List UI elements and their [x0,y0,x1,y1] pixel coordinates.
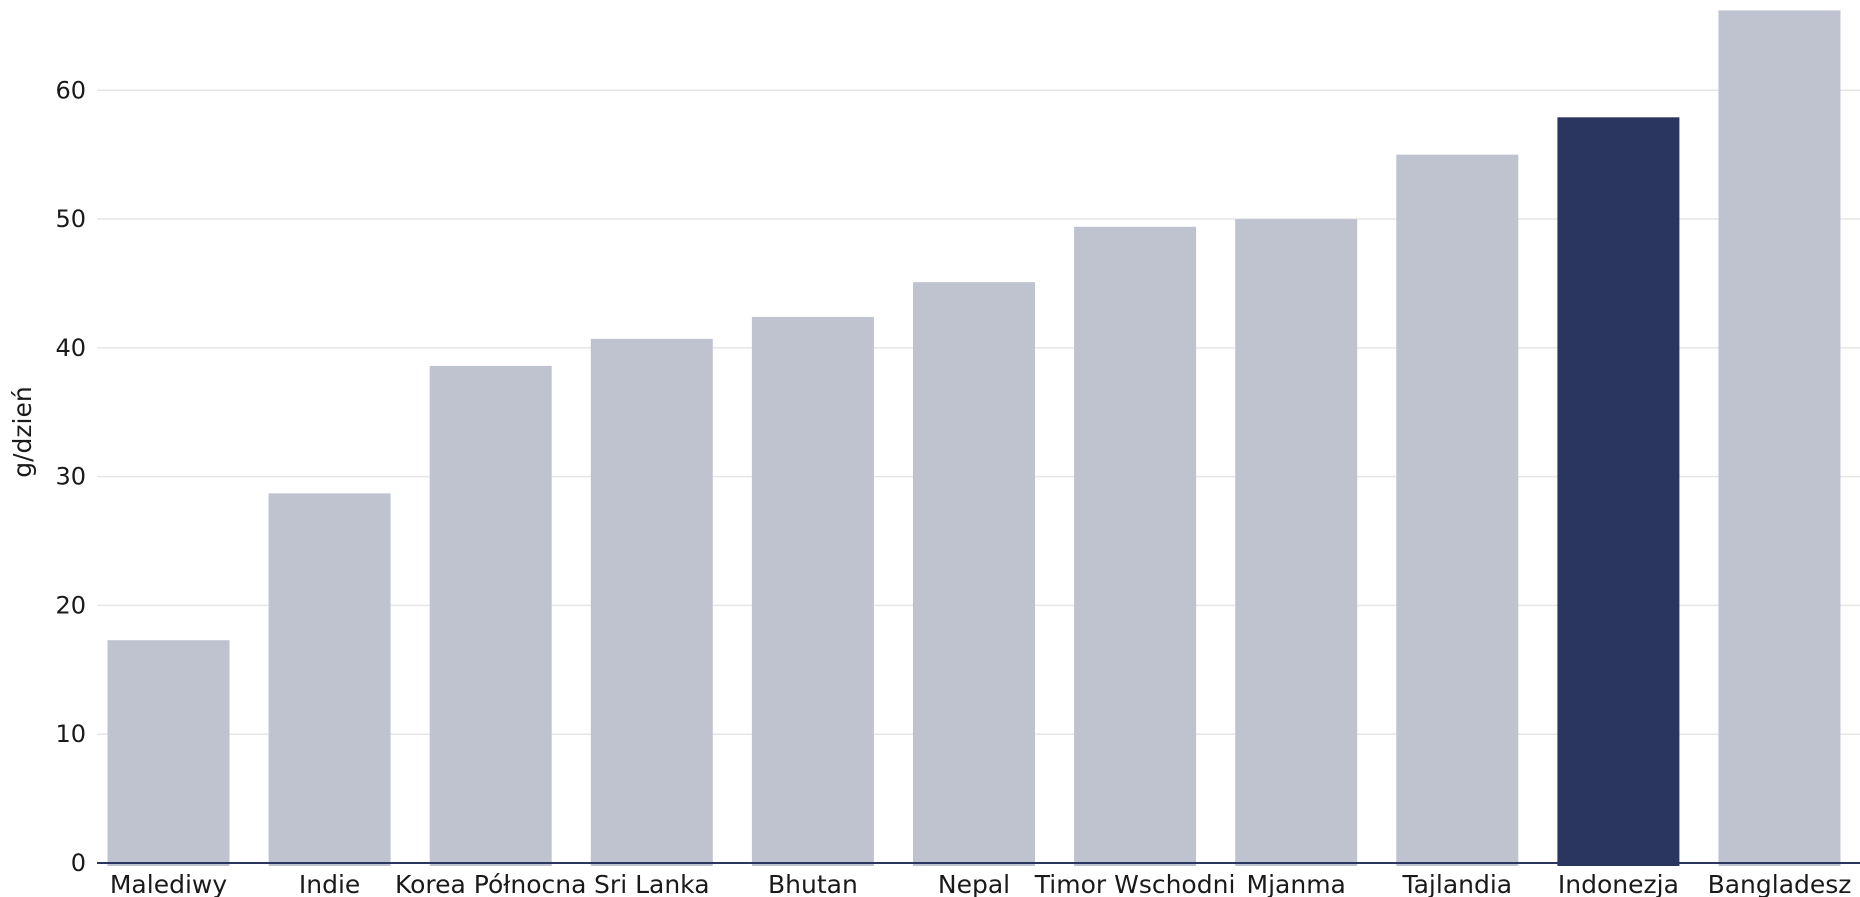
bar-indonezja [1557,117,1680,867]
x-tick-label: Indonezja [1558,870,1679,897]
y-tick-label: 30 [55,463,86,491]
x-tick-label: Malediwy [110,870,227,897]
x-tick-label: Tajlandia [1401,870,1512,897]
y-tick-label: 20 [55,591,86,619]
bar-bhutan [751,316,874,866]
bar-nepal [913,282,1035,867]
bar-bangladesz [1718,10,1841,866]
x-tick-label: Indie [299,870,360,897]
bar-malediwy [107,640,230,866]
x-tick-labels: Malediwy Indie Korea Północna Sri Lanka Bhut… [110,870,1852,897]
bar-timor-wschodni [1074,226,1197,867]
y-tick-label: 40 [55,334,86,362]
x-tick-label: Bangladesz [1708,870,1852,897]
x-tick-label: Sri Lanka [594,870,710,897]
bars [107,10,1841,867]
x-tick-label: Bhutan [768,870,858,897]
bar-tajlandia [1396,154,1519,866]
y-tick-label: 0 [71,849,86,877]
x-tick-label: Timor Wschodni [1034,870,1236,897]
x-tick-label: Korea Północna [395,870,586,897]
y-tick-label: 60 [55,76,86,104]
y-tick-label: 10 [55,720,86,748]
bar-sri-lanka [590,338,713,866]
x-tick-label: Mjanma [1247,870,1346,897]
y-tick-label: 50 [55,205,86,233]
bar-mjanma [1235,219,1358,866]
x-tick-label: Nepal [938,870,1010,897]
y-tick-labels: 0 10 20 30 40 50 60 [55,76,86,877]
bar-korea-północna [429,365,552,866]
bar-indie [268,493,391,866]
y-axis-title: g/dzień [8,386,37,477]
